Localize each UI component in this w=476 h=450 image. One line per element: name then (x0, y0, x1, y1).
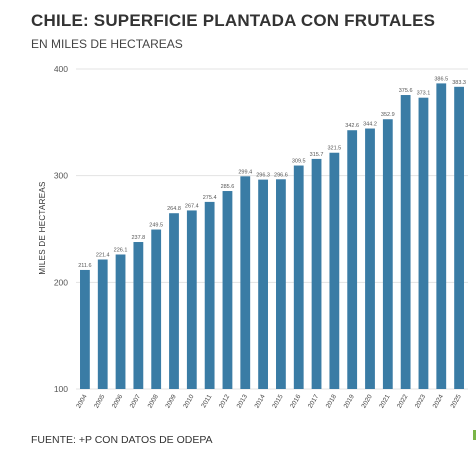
value-label: 296.3 (256, 173, 270, 179)
x-tick-label: 2020 (360, 393, 373, 409)
value-label: 285.6 (221, 184, 235, 190)
value-label: 249.5 (149, 223, 163, 229)
value-label: 296.6 (274, 172, 288, 178)
x-tick-label: 2022 (396, 393, 409, 409)
chart-title: CHILE: SUPERFICIE PLANTADA CON FRUTALES (31, 11, 436, 30)
y-tick-label: 100 (54, 384, 68, 394)
x-tick-label: 2015 (271, 393, 284, 409)
bar (240, 176, 251, 389)
value-label: 375.6 (399, 88, 413, 94)
x-tick-label: 2021 (378, 393, 391, 409)
value-label: 386.5 (434, 76, 448, 82)
bar (382, 119, 393, 390)
bar (329, 152, 340, 389)
x-tick-label: 2023 (414, 393, 427, 409)
value-label: 299.4 (238, 169, 252, 175)
bar (276, 179, 286, 389)
bar (400, 95, 411, 389)
value-label: 315.7 (310, 152, 324, 158)
value-label: 264.8 (167, 206, 181, 212)
value-label: 309.5 (292, 159, 306, 165)
source-note: FUENTE: +P CON DATOS DE ODEPA (31, 434, 213, 446)
value-label: 226.1 (114, 247, 128, 253)
bar (222, 191, 233, 389)
bars (80, 83, 464, 390)
x-tick-label: 2025 (450, 393, 463, 409)
x-tick-label: 2007 (129, 393, 142, 409)
value-label: 344.2 (363, 122, 377, 128)
value-label: 352.9 (381, 112, 395, 118)
value-label: 221.4 (96, 253, 110, 259)
y-axis-ticks: 100 200 300 400 (54, 64, 68, 394)
x-axis-ticks: 2004 2005 2006 2007 2008 2009 2010 2011 2012 2013… (75, 393, 463, 409)
y-tick-label: 300 (54, 171, 68, 181)
x-tick-label: 2004 (75, 393, 88, 409)
y-tick-label: 400 (54, 64, 68, 74)
bar (151, 229, 162, 389)
x-tick-label: 2012 (218, 393, 231, 409)
y-axis-label: MILES DE HECTAREAS (38, 181, 47, 274)
value-label: 267.4 (185, 203, 199, 209)
bar (311, 158, 322, 389)
x-tick-label: 2018 (325, 393, 338, 409)
x-tick-label: 2010 (182, 393, 195, 409)
bar (115, 254, 126, 389)
x-tick-label: 2013 (236, 393, 249, 409)
bar (97, 259, 108, 389)
bar (418, 97, 429, 390)
x-tick-label: 2011 (200, 393, 213, 409)
y-tick-label: 200 (54, 277, 68, 287)
value-label: 383.3 (452, 80, 466, 86)
bar (454, 86, 464, 390)
value-label: 275.4 (203, 195, 217, 201)
bar (365, 128, 375, 389)
value-label: 211.6 (78, 263, 91, 269)
bar (347, 130, 358, 389)
x-tick-label: 2016 (289, 393, 302, 409)
value-label: 237.8 (131, 235, 145, 241)
bar (436, 83, 447, 390)
x-tick-label: 2019 (343, 393, 356, 409)
bar (186, 210, 197, 389)
x-tick-label: 2009 (164, 393, 177, 409)
x-tick-label: 2008 (147, 393, 160, 409)
x-tick-label: 2014 (254, 393, 267, 409)
value-label: 342.6 (345, 123, 359, 129)
bar (169, 213, 179, 389)
bar (258, 179, 268, 389)
x-tick-label: 2006 (111, 393, 124, 409)
x-tick-label: 2005 (93, 393, 106, 409)
corner-accent (473, 430, 476, 440)
bar (204, 201, 215, 389)
x-tick-label: 2017 (307, 393, 320, 409)
chart-subtitle: EN MILES DE HECTAREAS (31, 37, 183, 51)
value-label: 373.1 (417, 91, 431, 97)
bar (293, 165, 304, 389)
x-tick-label: 2024 (432, 393, 445, 409)
bar (133, 242, 144, 389)
bar (80, 269, 90, 389)
value-label: 321.5 (327, 146, 341, 152)
